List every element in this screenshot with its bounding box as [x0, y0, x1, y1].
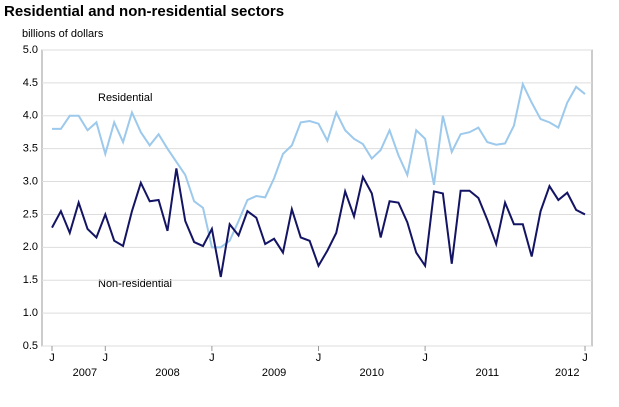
year-label: 2011: [475, 367, 499, 379]
y-tick-label: 1.0: [23, 307, 38, 319]
annotation: Residential: [98, 92, 152, 104]
year-label: 2008: [155, 367, 179, 379]
x-tick-label: J: [209, 352, 215, 364]
year-label: 2010: [360, 367, 384, 379]
series-line: [51, 168, 586, 278]
x-tick-label: J: [103, 352, 109, 364]
x-tick-label: J: [49, 352, 55, 364]
y-tick-label: 3.5: [23, 143, 38, 155]
y-tick-label: 5.0: [23, 44, 38, 56]
x-tick-label: J: [316, 352, 322, 364]
y-tick-label: 0.5: [23, 340, 38, 352]
x-tick-label: J: [422, 352, 428, 364]
x-tick-label: J: [582, 352, 588, 364]
y-tick-label: 4.0: [23, 110, 38, 122]
y-axis-label: billions of dollars: [22, 28, 104, 40]
year-label: 2007: [73, 367, 97, 379]
y-tick-label: 2.0: [23, 241, 38, 253]
chart-title: Residential and non-residential sectors: [4, 3, 284, 20]
annotation: Non-residential: [98, 278, 172, 290]
y-tick-label: 1.5: [23, 274, 38, 286]
year-label: 2009: [262, 367, 286, 379]
series-line: [52, 81, 586, 249]
year-label: 2012: [555, 367, 579, 379]
y-tick-label: 3.0: [23, 175, 38, 187]
y-tick-label: 2.5: [23, 208, 38, 220]
y-tick-label: 4.5: [23, 77, 38, 89]
